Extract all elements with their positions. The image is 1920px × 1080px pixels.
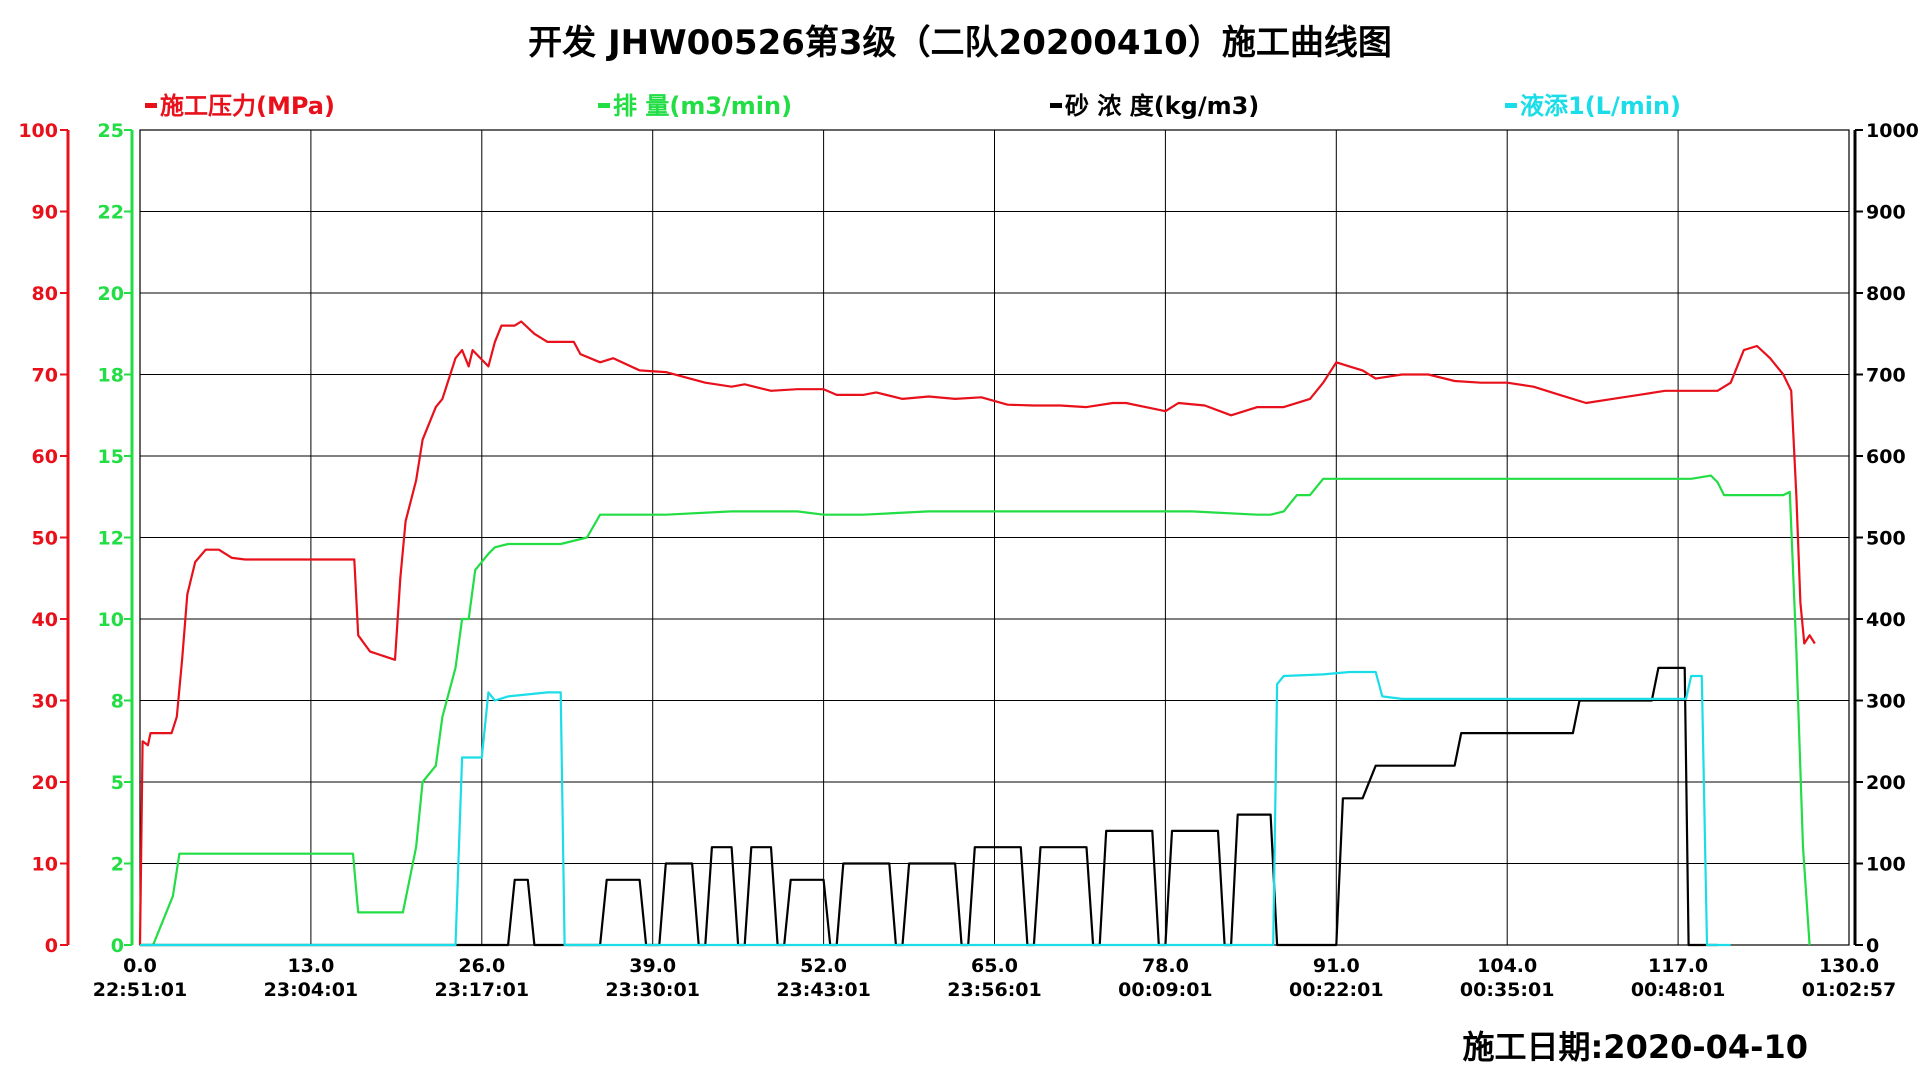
x-time-label: 23:04:01 [264,979,359,1001]
right-tick-label: 800 [1866,283,1906,305]
rate-tick-label: 15 [98,446,124,468]
pressure-tick-label: 0 [45,935,58,957]
x-tick-label: 117.0 [1648,955,1708,977]
pressure-tick-label: 80 [32,283,58,305]
rate-tick-label: 0 [111,935,124,957]
right-tick-label: 1000 [1866,120,1919,142]
x-tick-label: 26.0 [458,955,505,977]
rate-tick-label: 10 [98,609,124,631]
rate-tick-label: 25 [98,120,124,142]
rate-tick-label: 12 [98,528,124,550]
pressure-tick-label: 70 [32,365,58,387]
rate-tick-label: 8 [111,691,124,713]
legend-label: 液添1(L/min) [1520,92,1681,120]
right-tick-label: 700 [1866,365,1906,387]
right-tick-label: 400 [1866,609,1906,631]
x-tick-label: 39.0 [629,955,676,977]
series-line-1 [140,474,1811,947]
rate-tick-label: 20 [98,283,124,305]
x-tick-label: 13.0 [287,955,334,977]
x-tick-label: 130.0 [1819,955,1879,977]
pressure-tick-label: 50 [32,528,58,550]
x-tick-label: 91.0 [1313,955,1360,977]
legend: 施工压力(MPa) 排 量(m3/min) 砂 浓 度(kg/m3) 液添1(L/mi… [145,92,1681,120]
x-tick-label: 0.0 [123,955,157,977]
pressure-tick-label: 30 [32,691,58,713]
series-line-3 [140,670,1731,947]
x-time-label: 00:48:01 [1631,979,1726,1001]
x-time-label: 22:51:01 [93,979,188,1001]
legend-label: 排 量(m3/min) [613,92,792,120]
pressure-tick-label: 100 [18,120,58,142]
x-time-label: 00:22:01 [1289,979,1384,1001]
legend-swatch [145,103,157,108]
grid [139,129,1850,946]
right-tick-label: 500 [1866,528,1906,550]
right-tick-label: 0 [1866,935,1879,957]
legend-swatch [1505,103,1517,108]
right-tick-label: 900 [1866,202,1906,224]
x-tick-label: 104.0 [1477,955,1537,977]
series-line-2 [140,666,1718,947]
x-time-label: 23:17:01 [435,979,530,1001]
legend-swatch [1050,103,1062,108]
pressure-tick-label: 60 [32,446,58,468]
rate-tick-label: 18 [98,365,124,387]
axes: 0.022:51:0113.023:04:0126.023:17:0139.02… [18,120,1919,1001]
rate-tick-label: 2 [111,854,124,876]
x-time-label: 23:56:01 [947,979,1042,1001]
pressure-tick-label: 40 [32,609,58,631]
x-tick-label: 52.0 [800,955,847,977]
right-tick-label: 200 [1866,772,1906,794]
legend-label: 施工压力(MPa) [160,92,335,120]
series-line-0 [138,320,1816,946]
legend-label: 砂 浓 度(kg/m3) [1065,92,1259,120]
rate-tick-label: 22 [98,202,124,224]
pressure-tick-label: 90 [32,202,58,224]
right-tick-label: 300 [1866,691,1906,713]
pressure-tick-label: 20 [32,772,58,794]
chart-title: 开发 JHW00526第3级（二队20200410）施工曲线图 [528,23,1392,63]
x-tick-label: 65.0 [971,955,1018,977]
construction-date: 施工日期:2020-04-10 [1463,1028,1809,1066]
right-tick-label: 600 [1866,446,1906,468]
x-time-label: 23:43:01 [776,979,871,1001]
x-time-label: 00:35:01 [1460,979,1555,1001]
rate-tick-label: 5 [111,772,124,794]
legend-swatch [598,103,610,108]
right-tick-label: 100 [1866,854,1906,876]
x-time-label: 23:30:01 [605,979,700,1001]
x-time-label: 01:02:57 [1802,979,1897,1001]
x-tick-label: 78.0 [1142,955,1189,977]
x-time-label: 00:09:01 [1118,979,1213,1001]
pressure-tick-label: 10 [32,854,58,876]
series-lines [138,320,1816,947]
